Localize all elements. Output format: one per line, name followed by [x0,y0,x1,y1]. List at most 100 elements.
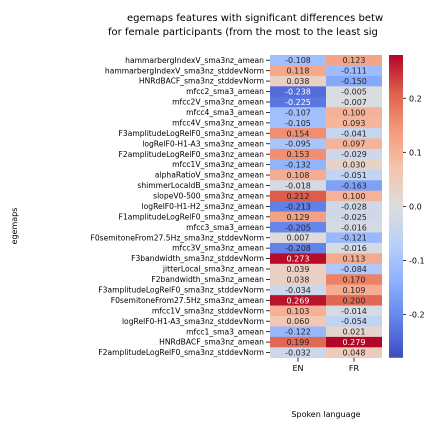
heatmap-cell [326,263,382,275]
cell-value-label: 0.129 [287,213,310,222]
heatmap-cell [326,55,382,66]
heatmap-cell [326,284,382,296]
row-label: F2amplitudeLogRelF0_sma3nz_amean [119,150,265,159]
cell-value-label: -0.107 [285,108,311,117]
row-label: mfcc4_sma3_amean [186,108,264,117]
cell-value-label: -0.108 [285,56,311,65]
colorbar-tick-label: 0.1 [409,148,422,157]
row-label: slopeV0-500_sma3nz_amean [153,192,264,201]
row-label: shimmerLocaldB_sma3nz_amean [137,181,264,190]
cell-value-label: -0.018 [285,182,311,191]
cell-value-label: 0.153 [287,150,310,159]
heatmap-cell [270,326,326,338]
heatmap-cell [326,326,382,338]
heatmap-cell [270,96,326,108]
heatmap-cell [270,128,326,139]
cell-value-label: -0.105 [285,119,311,128]
heatmap-cell [270,75,326,87]
cell-value-label: -0.005 [341,88,367,97]
cell-value-label: -0.034 [285,286,311,295]
row-label: jitterLocal_sma3nz_amean [162,265,264,274]
heatmap-cell [326,148,382,160]
heatmap-cell [270,253,326,265]
cell-value-label: 0.103 [287,307,310,316]
column-labels: EN FR [292,357,360,373]
heatmap-cell [270,232,326,244]
row-label: F2amplitudeLogRelF0_sma3nz_stddevNorm [98,348,264,357]
cell-value-label: 0.113 [343,255,366,264]
heatmap-cell [326,201,382,212]
row-label: mfcc1V_sma3nz_stddevNorm [152,306,264,315]
row-label: mfcc1V_sma3nz_amean [172,160,264,169]
cell-value-label: 0.007 [287,234,310,243]
row-label: F0semitoneFrom27.5Hz_sma3nz_stddevNorm [90,233,264,242]
cell-value-label: -0.163 [341,182,367,191]
colorbar-tick-label: 0.2 [409,94,422,103]
cell-value-label: 0.109 [343,286,366,295]
row-label: logRelF0-H1-H2_sma3nz_amean [142,202,265,211]
cell-value-label: -0.208 [285,244,311,253]
heatmap-cell [270,180,326,192]
row-label: mfcc4V_sma3nz_amean [172,118,264,127]
heatmap-cell [270,222,326,233]
row-label: alphaRatioV_sma3nz_amean [155,171,264,180]
heatmap-cell [326,253,382,265]
colorbar-tick-label: -0.2 [409,311,425,320]
column-label: FR [349,364,360,373]
cell-value-label: 0.060 [287,317,310,326]
cell-value-label: 0.038 [287,275,310,284]
row-label: mfcc1_sma3_amean [186,327,264,336]
x-axis-label: Spoken language [291,410,360,419]
heatmap-cell [270,336,326,348]
heatmap-cell [270,159,326,171]
heatmap-cell [270,242,326,254]
cell-value-label: 0.273 [287,255,310,264]
heatmap-cell [270,263,326,275]
cell-value-label: 0.021 [343,328,366,337]
heatmap-cell [326,305,382,317]
heatmap-cell [326,347,382,359]
cell-value-label: 0.100 [343,192,366,201]
cell-value-label: 0.038 [287,77,310,86]
row-label: mfcc3V_sma3nz_amean [172,244,264,253]
colorbar: 0.2 0.1 0.0 -0.1 -0.2 [389,55,425,358]
cell-value-label: 0.118 [287,67,310,76]
cell-value-label: -0.016 [341,244,367,253]
heatmap-cell [270,347,326,359]
cell-value-label: -0.095 [285,140,311,149]
row-labels: hammarbergIndexV_sma3nz_ameanhammarbergI… [90,56,270,357]
row-label: logRelF0-H1-A3_sma3nz_stddevNorm [122,317,264,326]
heatmap-cell [270,316,326,327]
colorbar-tick-label: -0.1 [409,256,425,265]
cell-value-label: 0.279 [343,338,366,347]
heatmap-cell [326,274,382,285]
row-label: hammarbergIndexV_sma3nz_stddevNorm [105,66,264,75]
row-label: F2bandwidth_sma3nz_amean [151,275,264,284]
cell-value-label: -0.225 [285,98,311,107]
heatmap-cell [326,128,382,139]
colorbar-gradient [389,55,403,358]
heatmap-cell [326,159,382,171]
column-label: EN [292,364,303,373]
heatmap-cell [270,117,326,129]
heatmap-cell [270,169,326,181]
colorbar-tick-label: 0.0 [409,202,422,211]
cell-value-label: -0.132 [285,161,311,170]
row-label: F3bandwidth_sma3nz_stddevNorm [131,254,264,263]
row-label: F1amplitudeLogRelF0_sma3nz_amean [119,212,265,221]
y-axis-label: egemaps [10,208,19,245]
heatmap-cell [270,284,326,296]
row-label: mfcc3_sma3_amean [186,223,264,232]
heatmap-cell [326,169,382,181]
row-label: F3amplitudeLogRelF0_sma3nz_amean [119,129,265,138]
heatmap-cell [270,190,326,202]
heatmap-cell [270,138,326,150]
row-label: HNRdBACF_sma3nz_amean [159,338,264,347]
heatmap-cell [326,96,382,108]
heatmap-cell [326,75,382,87]
chart-title-line2: for female participants (from the most t… [108,27,378,38]
cell-value-label: -0.051 [341,171,367,180]
cell-value-label: 0.154 [287,129,310,138]
cell-value-label: 0.200 [343,296,366,305]
cell-value-label: 0.170 [343,275,366,284]
